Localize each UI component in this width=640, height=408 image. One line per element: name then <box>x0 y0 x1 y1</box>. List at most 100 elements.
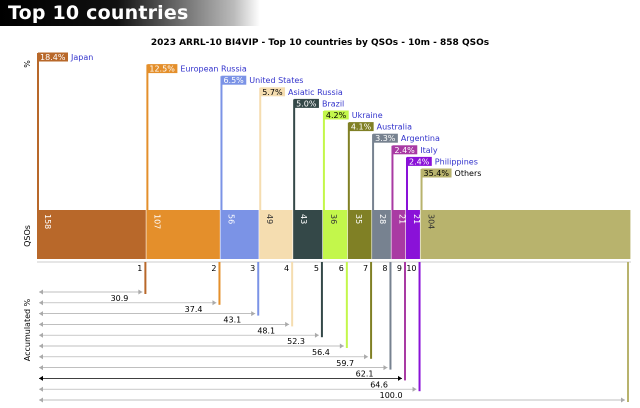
accumulated-axis-label: Accumulated % <box>23 298 32 361</box>
qso-value-argentina: 28 <box>378 214 387 224</box>
rank-label-8: 8 <box>382 264 387 273</box>
percent-box-japan <box>38 52 68 62</box>
qso-value-european-russia: 107 <box>152 214 161 229</box>
accumulated-label-brazil: 52.3 <box>287 337 305 346</box>
qso-bar-japan <box>37 210 146 259</box>
qso-bar-italy <box>391 210 406 259</box>
percent-label-others: 35.4% <box>424 169 450 178</box>
qso-bar-brazil <box>293 210 323 259</box>
accumulated-arrow-right-philippines <box>412 386 417 392</box>
percent-box-european-russia <box>147 64 178 74</box>
percent-box-philippines <box>407 156 432 166</box>
percent-box-others <box>421 168 452 178</box>
rank-label-3: 3 <box>250 264 255 273</box>
qso-value-japan: 158 <box>43 214 52 229</box>
percent-label-united-states: 6.5% <box>223 76 244 85</box>
country-label-european-russia: European Russia <box>180 65 246 74</box>
country-label-argentina: Argentina <box>401 134 440 143</box>
rank-label-10: 10 <box>406 264 416 273</box>
qso-value-asiatic-russia: 49 <box>265 214 274 224</box>
country-label-japan: Japan <box>70 53 93 62</box>
rank-label-6: 6 <box>339 264 344 273</box>
country-label-brazil: Brazil <box>322 99 344 108</box>
accumulated-label-italy: 64.6 <box>370 380 388 389</box>
accumulated-bar-argentina <box>389 262 392 370</box>
qso-bar-philippines <box>406 210 420 259</box>
accumulated-bar-united-states <box>257 262 260 316</box>
accumulated-arrow-left-philippines <box>39 386 43 392</box>
accumulated-arrow-right-australia <box>364 354 369 360</box>
rank-label-7: 7 <box>363 264 368 273</box>
percent-box-united-states <box>221 75 247 85</box>
accumulated-arrow-left-japan <box>39 289 43 295</box>
percent-label-australia: 4.1% <box>351 123 372 132</box>
accumulated-label-european-russia: 37.4 <box>185 305 203 314</box>
percent-box-italy <box>392 145 418 155</box>
percent-box-asiatic-russia <box>260 87 286 97</box>
leader-australia <box>347 122 350 210</box>
qso-value-italy: 21 <box>397 214 406 224</box>
qso-bar-asiatic-russia <box>259 210 293 259</box>
accumulated-arrow-left-ukraine <box>39 343 43 349</box>
leader-united-states <box>220 76 223 210</box>
accumulated-arrow-right-others <box>621 397 625 403</box>
leader-argentina <box>372 134 375 210</box>
accumulated-label-japan: 30.9 <box>111 294 129 303</box>
percent-label-asiatic-russia: 5.7% <box>262 88 283 97</box>
accumulated-label-philippines: 100.0 <box>380 391 403 400</box>
leader-brazil <box>293 99 296 210</box>
accumulated-label-ukraine: 56.4 <box>312 348 330 357</box>
accumulated-bar-others <box>627 262 629 402</box>
accumulated-bar-italy <box>404 262 406 381</box>
country-label-australia: Australia <box>377 123 412 132</box>
accumulated-bar-australia <box>370 262 373 359</box>
qso-value-others: 304 <box>427 214 436 229</box>
accumulated-arrow-left-brazil <box>39 332 43 338</box>
accumulated-arrow-right-argentina <box>383 365 388 371</box>
accumulated-arrow-right-united-states <box>251 311 256 317</box>
accumulated-arrow-left-asiatic-russia <box>39 321 43 327</box>
accumulated-arrow-right-european-russia <box>212 300 217 306</box>
qso-value-philippines: 21 <box>412 214 421 224</box>
accumulated-bar-brazil <box>320 262 323 338</box>
qso-value-brazil: 43 <box>299 214 308 224</box>
country-label-philippines: Philippines <box>435 157 478 166</box>
accumulated-bar-philippines <box>418 262 421 392</box>
country-label-ukraine: Ukraine <box>352 111 383 120</box>
percent-label-italy: 2.4% <box>394 146 415 155</box>
percent-label-ukraine: 4.2% <box>326 111 347 120</box>
accumulated-bar-japan <box>144 262 147 294</box>
percent-axis-label: % <box>23 60 32 68</box>
qso-bar-argentina <box>372 210 391 259</box>
accumulated-label-asiatic-russia: 48.1 <box>257 326 275 335</box>
rank-label-1: 1 <box>137 264 142 273</box>
accumulated-arrow-right-japan <box>138 289 143 295</box>
rank-label-2: 2 <box>211 264 216 273</box>
percent-label-argentina: 3.3% <box>375 134 396 143</box>
percent-label-brazil: 5.0% <box>296 99 317 108</box>
accumulated-arrow-right-brazil <box>314 332 319 338</box>
percent-label-philippines: 2.4% <box>409 157 430 166</box>
leader-others <box>420 169 423 210</box>
accumulated-bar-ukraine <box>345 262 348 348</box>
qso-bar-australia <box>347 210 372 259</box>
percent-box-australia <box>348 122 374 132</box>
leader-asiatic-russia <box>259 87 262 210</box>
percent-box-brazil <box>294 98 319 108</box>
percent-box-argentina <box>373 133 398 143</box>
percent-label-japan: 18.4% <box>40 53 66 62</box>
qso-bar-european-russia <box>146 210 220 259</box>
qso-bar-others <box>420 210 631 259</box>
accumulated-arrow-right-italy <box>398 375 402 381</box>
qso-value-ukraine: 36 <box>329 214 338 224</box>
accumulated-arrow-right-ukraine <box>339 343 344 349</box>
leader-italy <box>391 145 394 210</box>
accumulated-bar-asiatic-russia <box>291 262 294 327</box>
accumulated-arrow-left-united-states <box>39 311 43 317</box>
leader-european-russia <box>146 64 149 210</box>
accumulated-label-australia: 59.7 <box>336 359 354 368</box>
country-label-italy: Italy <box>420 146 438 155</box>
banner-title: Top 10 countries <box>8 2 189 24</box>
country-label-asiatic-russia: Asiatic Russia <box>288 88 343 97</box>
accumulated-arrow-left-argentina <box>39 365 43 371</box>
